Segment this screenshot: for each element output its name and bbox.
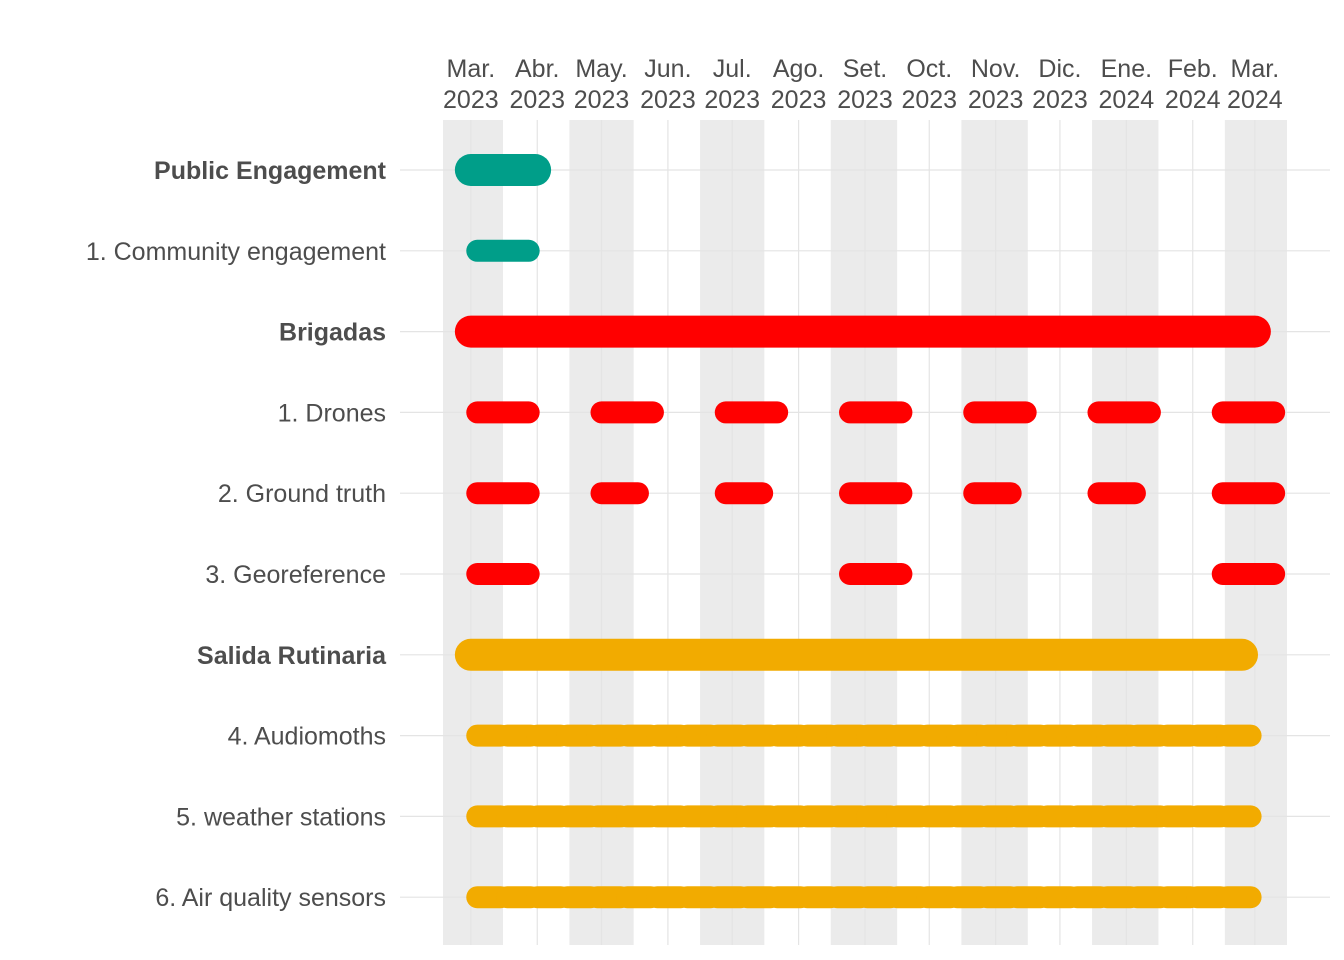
row-label-7: 4. Audiomoths	[228, 723, 386, 751]
row-label-9: 6. Air quality sensors	[155, 884, 386, 912]
x-tick-month-8: Nov.	[971, 55, 1021, 83]
x-tick-year-3: 2023	[640, 86, 696, 114]
row-label-8: 5. weather stations	[176, 803, 386, 831]
row-labels: Public Engagement 1. Community engagement…	[86, 157, 387, 912]
x-tick-year-5: 2023	[771, 86, 827, 114]
x-tick-month-9: Dic.	[1038, 55, 1081, 83]
x-tick-year-12: 2024	[1227, 86, 1283, 114]
row-label-4: 2. Ground truth	[218, 480, 386, 508]
x-tick-year-9: 2023	[1032, 86, 1088, 114]
x-tick-month-12: Mar.	[1231, 55, 1280, 83]
x-tick-year-2: 2023	[574, 86, 630, 114]
x-tick-month-7: Oct.	[906, 55, 952, 83]
x-tick-year-0: 2023	[443, 86, 499, 114]
row-label-0: Public Engagement	[154, 157, 387, 185]
x-axis-ticks: Mar. 2023 Abr. 2023 May. 2023 Jun. 2023 Jul. 2023…	[443, 55, 1283, 114]
row-label-2: Brigadas	[279, 319, 386, 347]
x-tick-month-2: May.	[575, 55, 627, 83]
x-tick-month-3: Jun.	[644, 55, 691, 83]
x-tick-month-10: Ene.	[1101, 55, 1152, 83]
row-label-5: 3. Georeference	[205, 561, 386, 589]
x-tick-month-5: Ago.	[773, 55, 824, 83]
task-segments	[454, 154, 1286, 909]
row-label-1: 1. Community engagement	[86, 238, 386, 266]
x-tick-year-4: 2023	[704, 86, 760, 114]
x-tick-month-0: Mar.	[447, 55, 496, 83]
x-tick-year-6: 2023	[837, 86, 893, 114]
x-tick-month-11: Feb.	[1168, 55, 1218, 83]
x-tick-month-6: Set.	[843, 55, 887, 83]
x-tick-month-1: Abr.	[515, 55, 559, 83]
row-label-6: Salida Rutinaria	[197, 642, 387, 670]
x-tick-year-1: 2023	[509, 86, 565, 114]
x-tick-year-11: 2024	[1165, 86, 1221, 114]
x-tick-month-4: Jul.	[713, 55, 752, 83]
x-tick-year-8: 2023	[968, 86, 1024, 114]
x-tick-year-7: 2023	[901, 86, 957, 114]
x-tick-year-10: 2024	[1099, 86, 1155, 114]
row-label-3: 1. Drones	[278, 399, 386, 427]
